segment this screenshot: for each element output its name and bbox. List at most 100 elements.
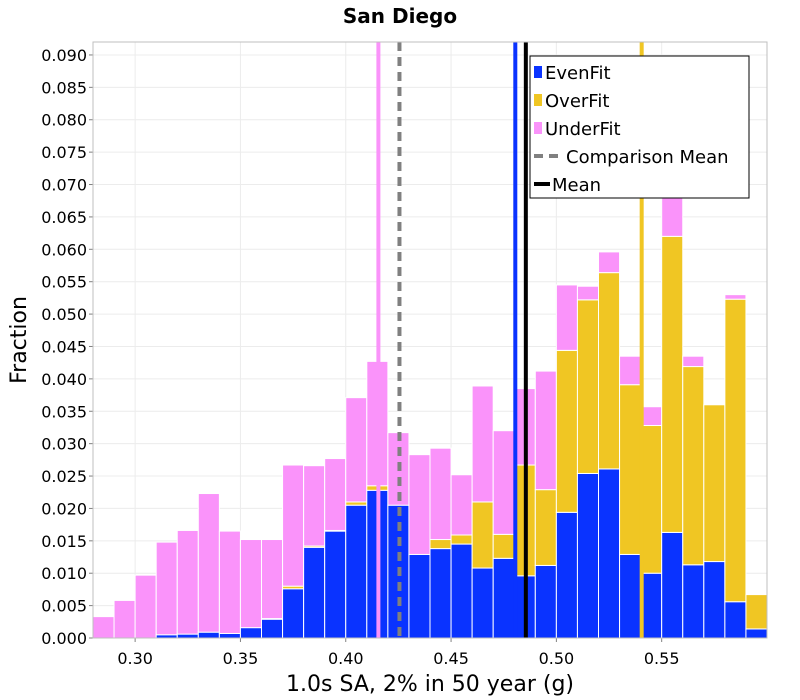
y-tick-label: 0.025 [41,467,87,486]
bar-evenfit [682,564,705,639]
bar-overfit [619,384,642,555]
bar-evenfit [176,633,199,639]
bar-evenfit [576,472,599,639]
bar-underfit [345,397,368,503]
bar-underfit [576,285,599,301]
bar-underfit [534,370,557,491]
bar-underfit [239,539,262,629]
stacked-bars [92,184,768,639]
bar-evenfit [619,553,642,639]
bar-evenfit [218,632,241,639]
bar-underfit [92,616,115,639]
bar-overfit [576,299,599,474]
bar-underfit [408,454,431,555]
bar-underfit [197,493,220,633]
bar-underfit [282,464,305,587]
y-tick-label: 0.085 [41,78,87,97]
bar-underfit [724,294,747,300]
y-tick-label: 0.055 [41,273,87,292]
bar-evenfit [640,572,663,639]
x-axis-title: 1.0s SA, 2% in 50 year (g) [286,672,574,697]
bar-overfit [682,366,705,566]
bar-overfit [429,539,452,550]
bar-overfit [450,534,473,545]
bar-evenfit [555,511,578,639]
bar-evenfit [345,504,368,639]
bar-evenfit [324,530,347,639]
bar-underfit [640,406,663,427]
bar-underfit [176,529,199,635]
bar-overfit [703,404,726,563]
bar-underfit [261,539,284,620]
legend-label-comparison-mean: Comparison Mean [566,147,729,168]
y-tick-label: 0.090 [41,46,87,65]
bar-underfit [555,284,578,351]
y-tick-label: 0.020 [41,499,87,518]
y-tick-label: 0.035 [41,402,87,421]
bar-underfit [450,474,473,536]
x-tick-label: 0.50 [539,649,575,668]
x-tick-label: 0.55 [644,649,680,668]
y-tick-label: 0.045 [41,337,87,356]
bar-underfit [303,465,326,547]
y-tick-label: 0.005 [41,597,87,616]
y-tick-label: 0.015 [41,532,87,551]
legend-label-overfit: OverFit [545,91,609,112]
bar-overfit [555,349,578,513]
bar-overfit [745,594,768,630]
chart-title: San Diego [343,4,457,28]
bar-underfit [324,458,347,531]
bar-underfit [471,385,494,503]
y-tick-label: 0.010 [41,564,87,583]
bar-overfit [640,425,663,574]
bar-underfit [598,251,621,274]
bar-underfit [619,355,642,386]
bar-underfit [155,541,178,636]
bar-evenfit [303,546,326,639]
bar-evenfit [197,631,220,639]
bar-evenfit [239,627,262,639]
y-tick-label: 0.040 [41,370,87,389]
bar-underfit [134,574,157,639]
bar-overfit [724,298,747,603]
bar-evenfit [534,564,557,639]
x-tick-label: 0.30 [117,649,153,668]
bar-evenfit [598,468,621,639]
bar-evenfit [450,543,473,639]
bar-underfit [218,530,241,634]
bar-evenfit [492,557,515,639]
bar-evenfit [703,561,726,639]
bar-overfit [534,489,557,566]
bar-evenfit [261,618,284,639]
plot-area-frame [92,41,768,639]
bar-evenfit [408,553,431,639]
legend-swatch-underfit [534,122,542,134]
bar-underfit [429,447,452,541]
legend-swatch-evenfit [534,66,542,78]
legend-label-underfit: UnderFit [545,119,621,140]
bar-evenfit [471,567,494,639]
legend-box [529,55,750,199]
legend-label-evenfit: EvenFit [545,63,611,84]
legend-label-mean: Mean [552,175,601,196]
y-axis: 0.000 0.005 0.010 0.015 0.020 0.025 0.030 0.035… [41,46,93,648]
bar-evenfit [745,628,768,639]
bar-underfit [113,599,136,639]
bar-underfit [682,355,705,368]
bar-overfit [661,235,684,533]
legend-swatch-overfit [534,94,542,106]
bar-overfit [598,272,621,470]
bar-evenfit [724,601,747,639]
y-tick-label: 0.070 [41,176,87,195]
x-tick-label: 0.35 [223,649,259,668]
bar-underfit [492,430,515,535]
legend: EvenFit OverFit UnderFit Comparison Mean Mea… [529,55,750,199]
y-axis-title: Fraction [7,296,32,384]
x-tick-label: 0.40 [328,649,364,668]
y-tick-label: 0.060 [41,240,87,259]
y-tick-label: 0.075 [41,143,87,162]
y-tick-label: 0.030 [41,435,87,454]
y-tick-label: 0.050 [41,305,87,324]
bar-evenfit [429,548,452,639]
